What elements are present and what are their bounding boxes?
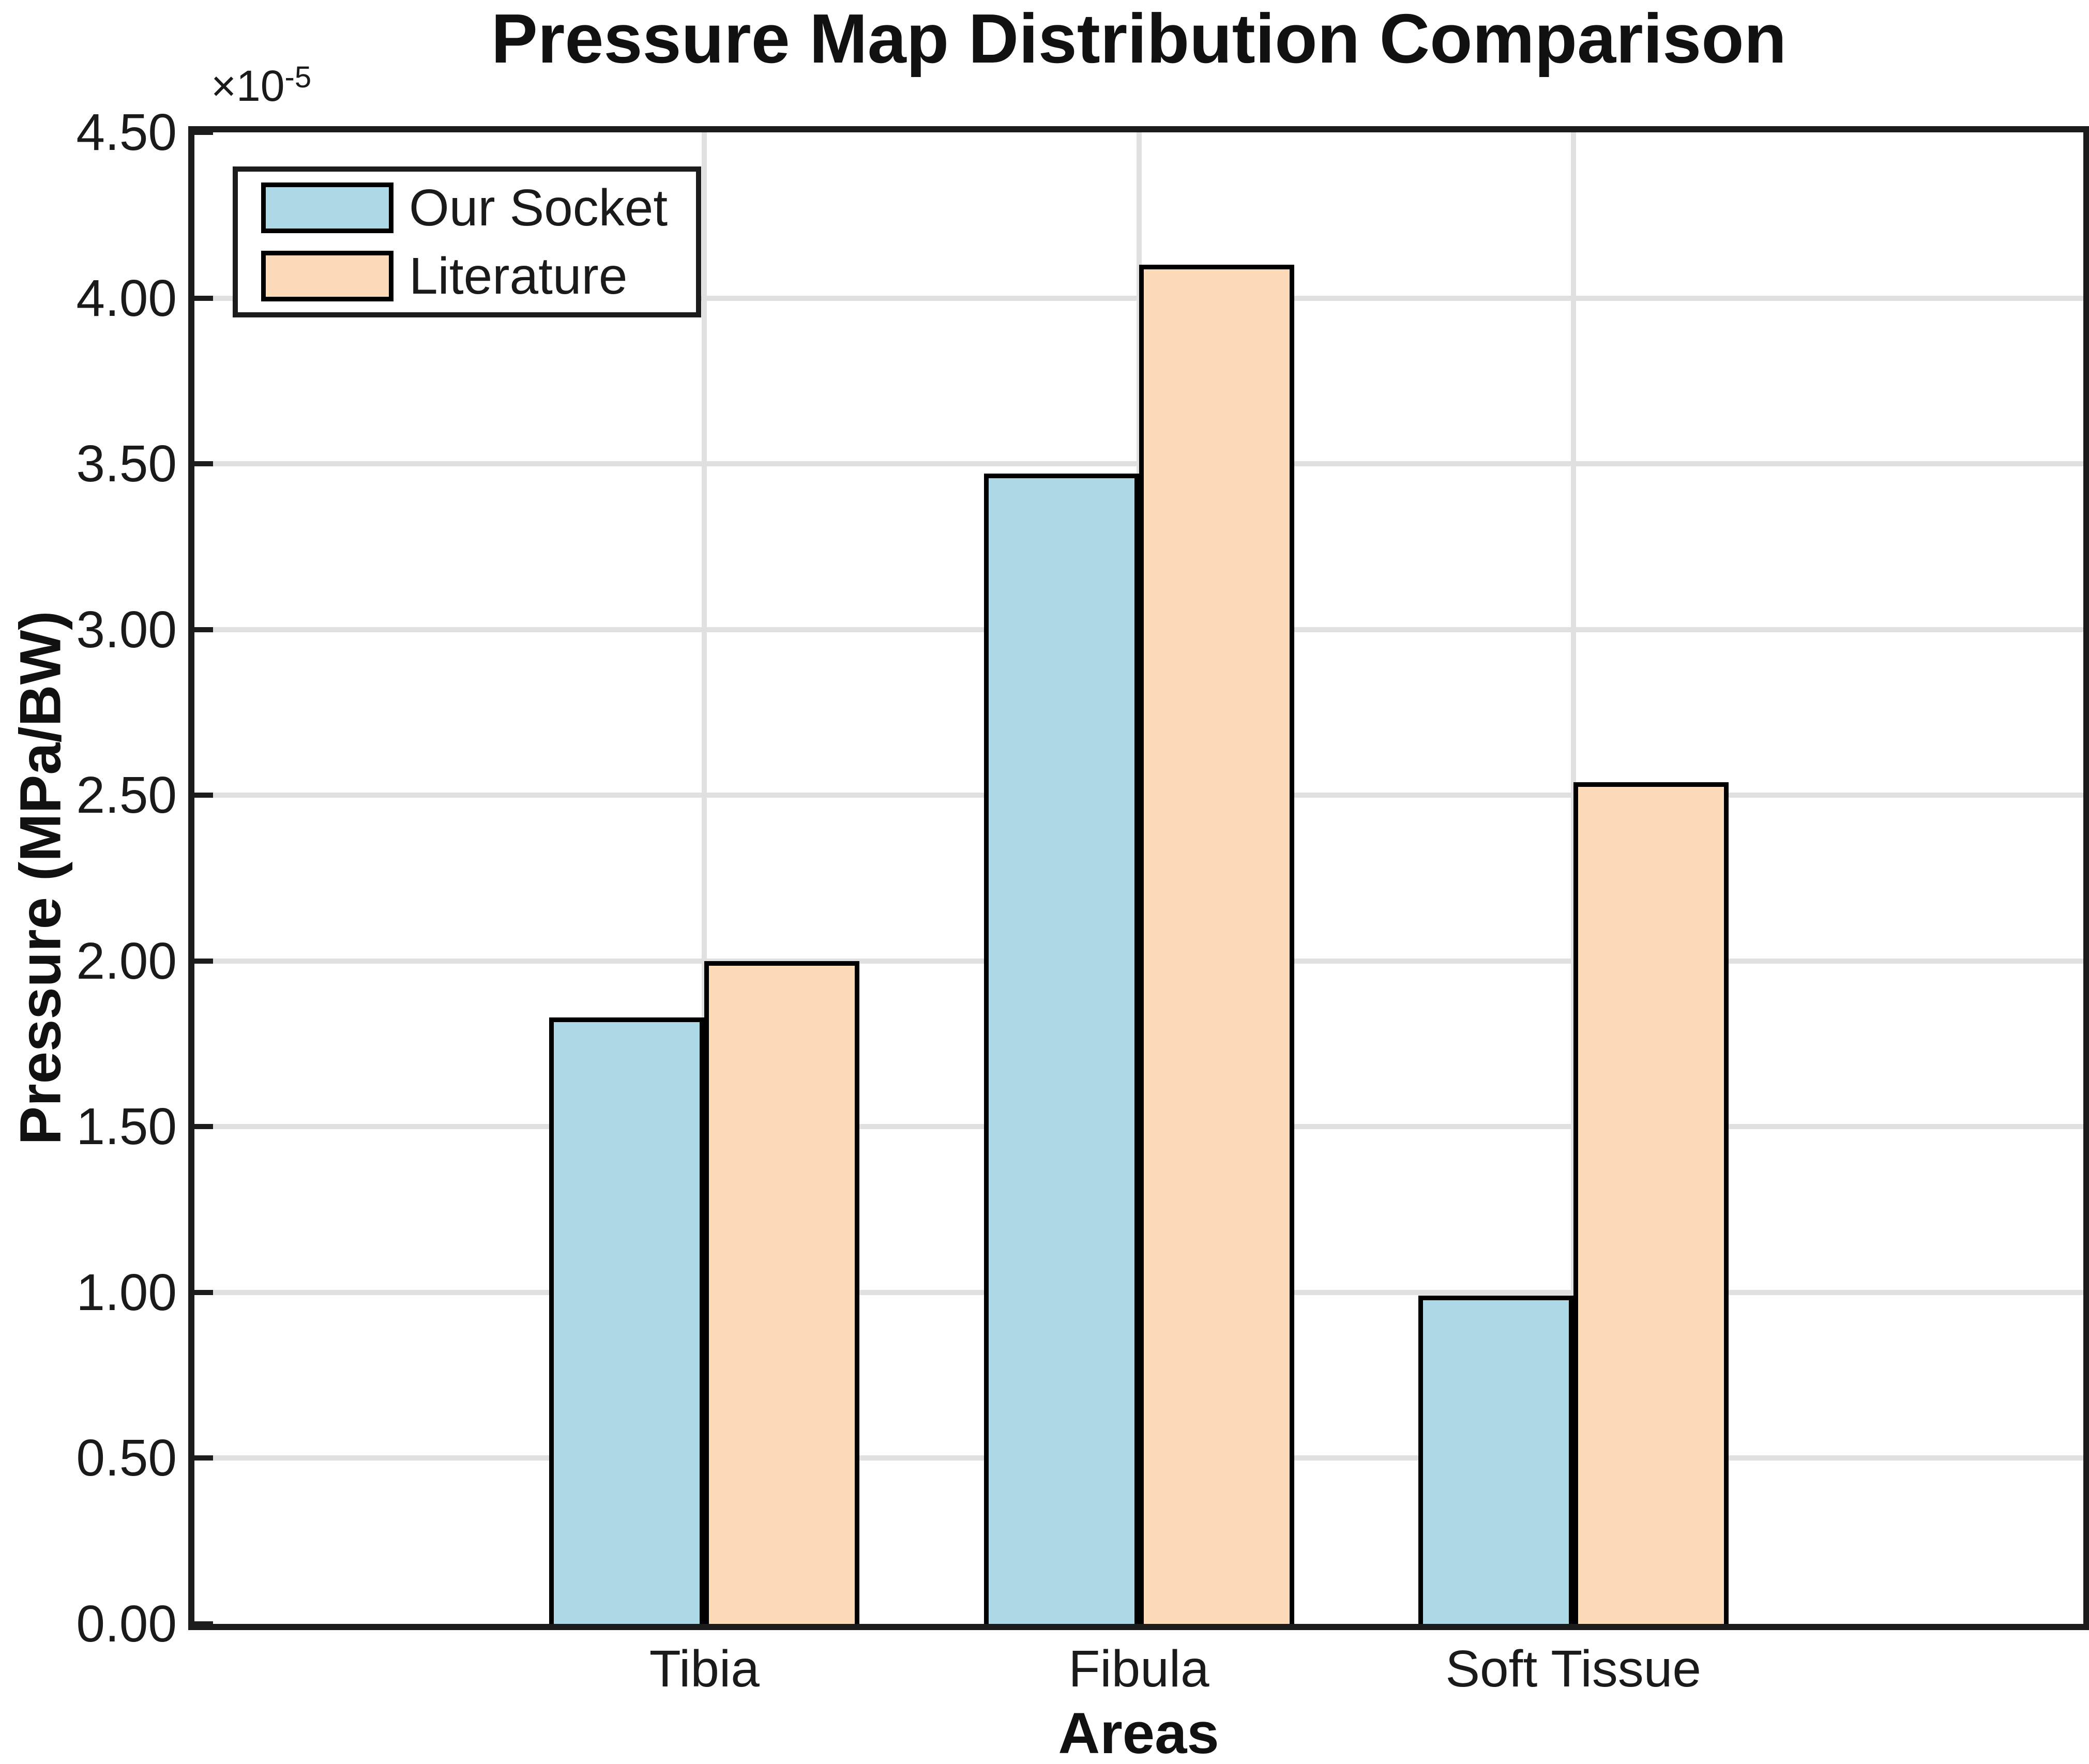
y-tick-label: 4.50 <box>76 103 177 161</box>
legend-label: Literature <box>409 247 628 305</box>
legend: Our Socket Literature <box>233 166 702 317</box>
bar-our-socket-fibula <box>983 474 1139 1629</box>
bar-literature-fibula <box>1139 265 1294 1629</box>
legend-label: Our Socket <box>409 179 668 237</box>
legend-row: Literature <box>261 250 668 302</box>
y-tick-mark <box>194 130 213 135</box>
y-tick-label: 2.50 <box>76 766 177 825</box>
bar-literature-soft-tissue <box>1573 782 1729 1629</box>
y-tick-mark <box>194 1455 213 1461</box>
x-axis-label: Areas <box>1058 1701 1219 1764</box>
y-tick-mark <box>194 461 213 467</box>
y-axis-multiplier-base: ×10 <box>211 62 285 110</box>
y-tick-label: 3.50 <box>76 435 177 493</box>
y-tick-mark <box>194 958 213 964</box>
y-tick-label: 0.50 <box>76 1429 177 1487</box>
y-tick-label: 0.00 <box>76 1595 177 1653</box>
chart-title: Pressure Map Distribution Comparison <box>491 0 1787 78</box>
y-tick-label: 3.00 <box>76 600 177 659</box>
y-tick-label: 4.00 <box>76 269 177 327</box>
x-tick-label: Tibia <box>649 1640 760 1698</box>
y-tick-label: 1.00 <box>76 1263 177 1321</box>
y-axis-multiplier: ×10-5 <box>211 60 312 111</box>
y-tick-mark <box>194 627 213 632</box>
legend-swatch-icon <box>261 183 393 233</box>
legend-swatch-icon <box>261 251 393 301</box>
y-tick-mark <box>194 793 213 798</box>
y-tick-mark <box>194 1289 213 1295</box>
y-tick-mark <box>194 295 213 301</box>
y-tick-label: 2.00 <box>76 932 177 990</box>
y-axis-multiplier-exponent: -5 <box>284 60 312 94</box>
y-tick-mark <box>194 1621 213 1626</box>
y-tick-mark <box>194 1124 213 1130</box>
bar-our-socket-tibia <box>549 1017 705 1629</box>
y-tick-label: 1.50 <box>76 1098 177 1156</box>
bar-our-socket-soft-tissue <box>1418 1296 1573 1629</box>
x-gridline <box>702 132 707 1624</box>
y-axis-label: Pressure (MPa/BW) <box>8 611 73 1145</box>
bar-literature-tibia <box>704 961 860 1629</box>
legend-row: Our Socket <box>261 182 668 234</box>
x-tick-label: Soft Tissue <box>1445 1640 1702 1698</box>
x-tick-label: Fibula <box>1068 1640 1209 1698</box>
